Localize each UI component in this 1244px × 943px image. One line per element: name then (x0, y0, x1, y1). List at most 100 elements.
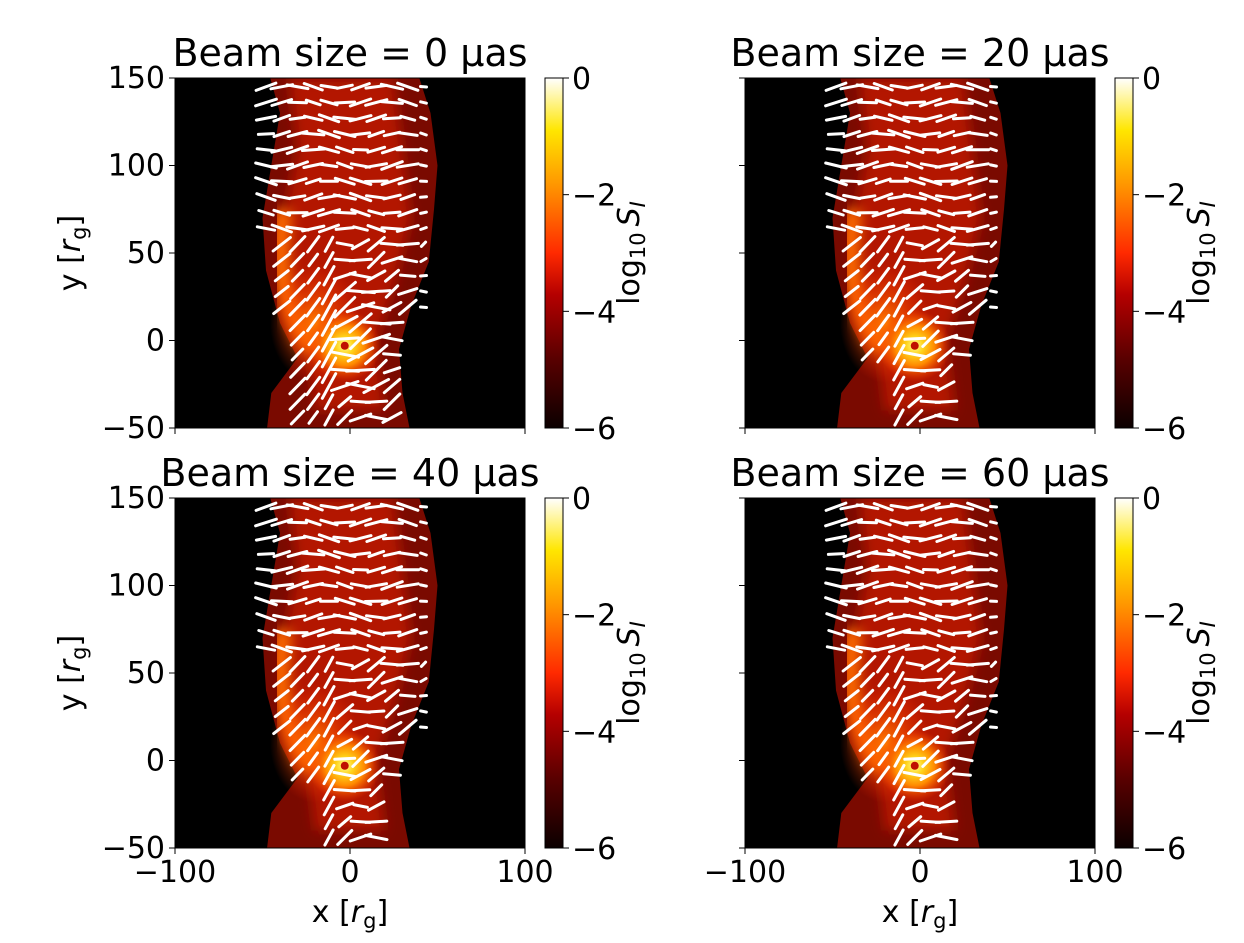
pol-tick (366, 269, 387, 282)
pol-tick (892, 280, 906, 303)
pol-tick (937, 209, 956, 217)
pol-tick (859, 703, 876, 720)
pol-tick (348, 611, 373, 623)
pol-tick (859, 672, 876, 688)
pol-tick (937, 380, 956, 392)
pol-tick (320, 277, 338, 306)
pol-tick (349, 131, 372, 137)
pol-tick (290, 268, 305, 283)
pol-tick (906, 829, 924, 846)
pol-tick (922, 303, 939, 311)
pol-tick (335, 145, 355, 154)
pol-tick (304, 98, 322, 107)
colorbar-tick-label: 0 (1142, 482, 1161, 517)
pol-tick (352, 148, 369, 152)
pol-tick (989, 520, 998, 525)
pol-tick (937, 766, 956, 783)
pol-tick (887, 128, 911, 140)
pol-tick (336, 829, 354, 846)
colorbar (1114, 77, 1134, 429)
pol-tick (873, 192, 894, 202)
pol-tick (335, 801, 355, 811)
pol-tick (254, 501, 278, 512)
pol-tick (842, 549, 861, 559)
pol-tick (272, 193, 292, 201)
pol-tick (903, 756, 927, 761)
pol-tick (322, 685, 336, 707)
pol-tick (872, 502, 894, 512)
pol-tick (876, 733, 891, 753)
pol-tick (843, 689, 860, 703)
pol-tick (301, 131, 326, 137)
pol-tick (419, 289, 428, 294)
pol-tick (289, 672, 306, 688)
pol-tick (824, 501, 848, 512)
pol-tick (950, 226, 974, 231)
pol-tick (827, 629, 845, 637)
pol-tick (989, 583, 998, 588)
pol-tick (288, 115, 307, 121)
pol-tick (288, 376, 307, 396)
pol-tick (419, 694, 428, 698)
pol-tick (989, 535, 998, 541)
pol-tick (952, 772, 972, 777)
pol-tick (950, 100, 974, 105)
pol-tick (934, 162, 959, 169)
pol-tick (906, 317, 924, 329)
y-tick-label: −50 (102, 831, 165, 866)
pol-tick (350, 628, 371, 638)
pol-tick (319, 84, 339, 90)
pol-tick (333, 596, 356, 606)
pol-tick (380, 580, 404, 591)
pol-tick (289, 283, 306, 300)
pol-tick (419, 630, 428, 635)
pol-tick (825, 645, 847, 652)
pol-tick (322, 795, 336, 817)
pol-tick (290, 767, 305, 782)
pol-tick (902, 770, 927, 779)
pol-tick (254, 81, 278, 92)
pol-tick (369, 783, 384, 798)
pol-tick (827, 209, 845, 217)
pol-tick (920, 502, 941, 512)
pol-tick (918, 272, 943, 280)
pol-tick (950, 755, 974, 763)
pol-tick (967, 177, 988, 186)
panel-2: Beam size = 40 μas −50 0 50 100 150 −100 0 100 −6… (102, 451, 650, 890)
colorbar-tick-label: −6 (572, 412, 616, 447)
pol-tick (273, 704, 290, 719)
pol-tick (989, 305, 998, 309)
pol-tick (921, 749, 940, 768)
pol-tick (306, 733, 321, 753)
pol-tick (860, 688, 875, 703)
polarization-ticks (824, 501, 998, 847)
pol-tick (905, 83, 924, 90)
x-tick-label: 0 (340, 855, 359, 890)
pol-tick (254, 534, 278, 542)
pol-tick (323, 235, 335, 253)
pol-tick (348, 257, 373, 263)
pol-tick (323, 408, 335, 427)
pol-tick (949, 82, 975, 91)
pol-tick (873, 612, 894, 622)
y-tick-label: 150 (108, 61, 165, 96)
colorbar-tick-label: −6 (1142, 832, 1186, 867)
pol-tick (289, 252, 306, 268)
pol-tick (858, 535, 877, 541)
pol-tick (380, 100, 404, 105)
pol-tick (989, 646, 998, 651)
pol-tick (254, 176, 278, 187)
pol-tick (306, 266, 321, 285)
pol-tick (952, 613, 972, 621)
pol-tick (825, 225, 847, 232)
y-tick-label: 100 (108, 149, 165, 184)
pol-tick (272, 672, 292, 688)
colorbar-label: log10SI (1182, 621, 1220, 725)
pol-tick (397, 707, 419, 716)
pol-tick (858, 655, 877, 674)
pol-tick (870, 147, 896, 152)
black-hole-shadow (340, 341, 349, 350)
pol-tick (989, 257, 998, 263)
pol-tick (397, 256, 419, 264)
